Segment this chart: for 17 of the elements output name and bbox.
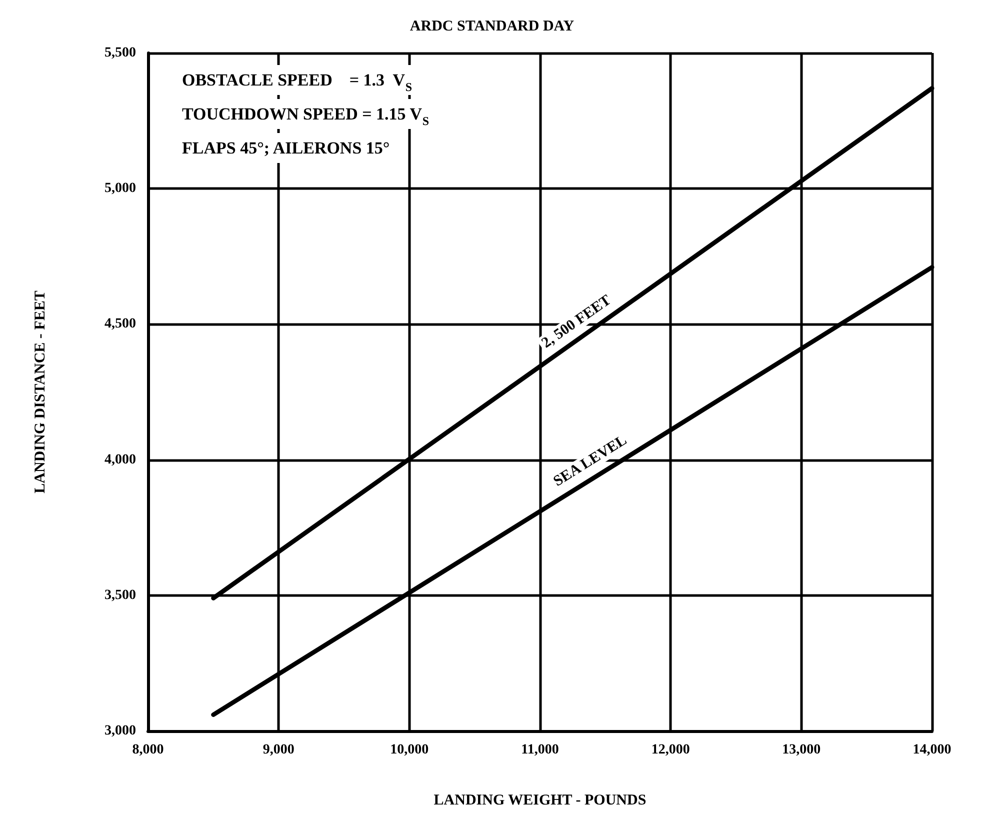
y-tick-label: 3,000 [104,724,136,738]
x-tick-label: 14,000 [912,742,952,758]
y-tick-label: 5,500 [104,46,136,60]
y-tick-label: 4,500 [104,316,136,332]
x-tick-label: 11,000 [521,742,559,758]
x-tick-label: 13,000 [782,742,821,758]
x-axis-title: LANDING WEIGHT - POUNDS [434,792,646,808]
x-tick-label: 9,000 [262,742,294,758]
chart-title: ARDC STANDARD DAY [410,18,574,34]
y-tick-label: 4,000 [104,452,136,468]
y-axis-title: LANDING DISTANCE - FEET [32,290,48,494]
x-tick-label: 12,000 [651,742,690,758]
y-tick-label: 5,000 [104,181,136,196]
annotation: FLAPS 45°; AILERONS 15° [182,138,390,158]
x-tick-label: 8,000 [132,742,164,758]
x-tick-label: 10,000 [390,742,429,758]
y-tick-label: 3,500 [104,588,136,603]
